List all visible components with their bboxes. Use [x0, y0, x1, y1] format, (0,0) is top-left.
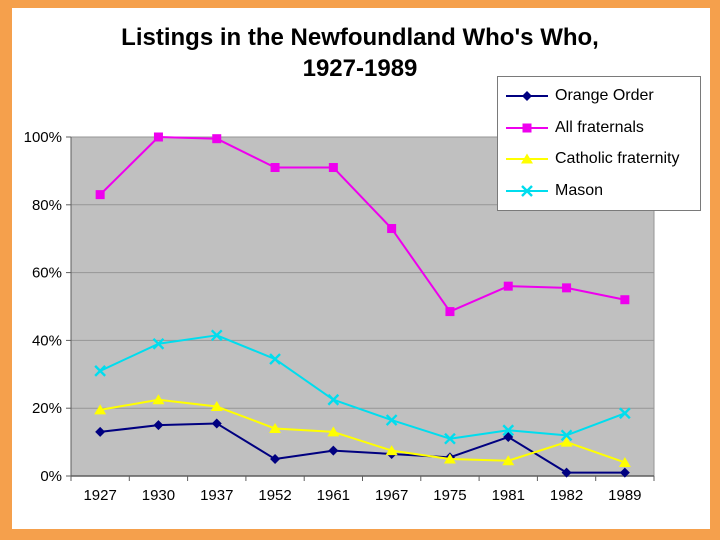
- y-axis-label: 100%: [24, 129, 62, 146]
- marker-square: [328, 163, 338, 173]
- x-axis-label: 1937: [200, 487, 233, 504]
- y-axis-label: 0%: [40, 468, 62, 485]
- marker-x: [521, 185, 533, 197]
- series-catholic-fraternity: [94, 394, 631, 467]
- series-mason: [94, 329, 631, 445]
- legend-label: All fraternals: [555, 118, 644, 136]
- marker-triangle: [210, 401, 223, 412]
- chart-title: Listings in the Newfoundland Who's Who, …: [0, 22, 720, 84]
- y-axis-label: 20%: [32, 400, 62, 417]
- legend-key-all-fraternals: [506, 123, 548, 133]
- legend-key-mason: [506, 185, 548, 197]
- marker-square: [153, 132, 163, 142]
- legend-item-catholic-fraternity: Catholic fraternity: [504, 149, 698, 169]
- marker-square: [620, 295, 630, 305]
- marker-triangle: [152, 394, 165, 405]
- marker-x: [560, 429, 573, 442]
- marker-diamond: [211, 418, 222, 429]
- x-axis-label: 1975: [433, 487, 466, 504]
- series-line: [100, 422, 625, 474]
- legend-key-catholic-fraternity: [506, 153, 548, 164]
- marker-x: [152, 337, 165, 350]
- series-line: [99, 334, 626, 440]
- marker-square: [95, 190, 105, 200]
- legend-item-orange-order: Orange Order: [504, 86, 698, 106]
- x-axis-label: 1961: [317, 487, 350, 504]
- legend-label: Catholic fraternity: [555, 150, 680, 168]
- marker-x: [269, 353, 281, 365]
- x-axis-label: 1930: [142, 487, 175, 504]
- legend-label: Mason: [555, 182, 604, 200]
- marker-square: [522, 123, 532, 133]
- marker-diamond: [561, 467, 572, 478]
- chart-title-line2: 1927-1989: [302, 55, 418, 82]
- marker-x: [619, 407, 631, 420]
- marker-square: [212, 134, 222, 144]
- marker-square: [503, 281, 513, 291]
- marker-x: [327, 393, 340, 406]
- x-axis-label: 1967: [375, 487, 408, 504]
- marker-triangle: [560, 436, 573, 447]
- marker-diamond: [153, 420, 164, 431]
- marker-square: [445, 307, 455, 317]
- y-axis-label: 80%: [32, 197, 62, 214]
- marker-square: [562, 283, 572, 293]
- marker-diamond: [503, 432, 514, 443]
- marker-diamond: [95, 426, 106, 437]
- x-axis-label: 1981: [492, 487, 525, 504]
- marker-triangle: [618, 456, 631, 467]
- series-line: [99, 398, 626, 464]
- legend-item-mason: Mason: [504, 181, 698, 201]
- marker-triangle: [269, 423, 282, 434]
- marker-triangle: [521, 153, 533, 164]
- marker-triangle: [502, 455, 515, 466]
- marker-diamond: [522, 90, 532, 101]
- legend-item-all-fraternals: All fraternals: [504, 118, 698, 138]
- marker-x: [502, 424, 515, 437]
- series-all-fraternals: [95, 132, 630, 317]
- y-axis-label: 40%: [32, 332, 62, 349]
- chart-title-line1: Listings in the Newfoundland Who's Who,: [121, 24, 599, 51]
- marker-triangle: [443, 453, 456, 464]
- marker-square: [270, 163, 280, 173]
- marker-diamond: [270, 454, 281, 465]
- x-axis-label: 1927: [83, 487, 116, 504]
- marker-diamond: [328, 445, 339, 456]
- series-line: [99, 136, 626, 313]
- legend-label: Orange Order: [555, 86, 654, 104]
- y-axis-label: 60%: [32, 265, 62, 282]
- marker-diamond: [619, 467, 630, 478]
- x-axis-label: 1982: [550, 487, 583, 504]
- marker-x: [210, 329, 223, 342]
- marker-x: [94, 365, 106, 377]
- marker-triangle: [94, 404, 107, 415]
- marker-triangle: [327, 426, 340, 437]
- x-axis-label: 1989: [608, 487, 641, 504]
- marker-triangle: [385, 445, 398, 456]
- legend-key-orange-order: [506, 90, 548, 101]
- marker-square: [387, 224, 397, 234]
- x-axis-label: 1952: [258, 487, 291, 504]
- marker-x: [444, 432, 456, 445]
- chart-legend: Orange Order All fraternals Catholic fra…: [497, 76, 701, 211]
- marker-x: [385, 414, 398, 426]
